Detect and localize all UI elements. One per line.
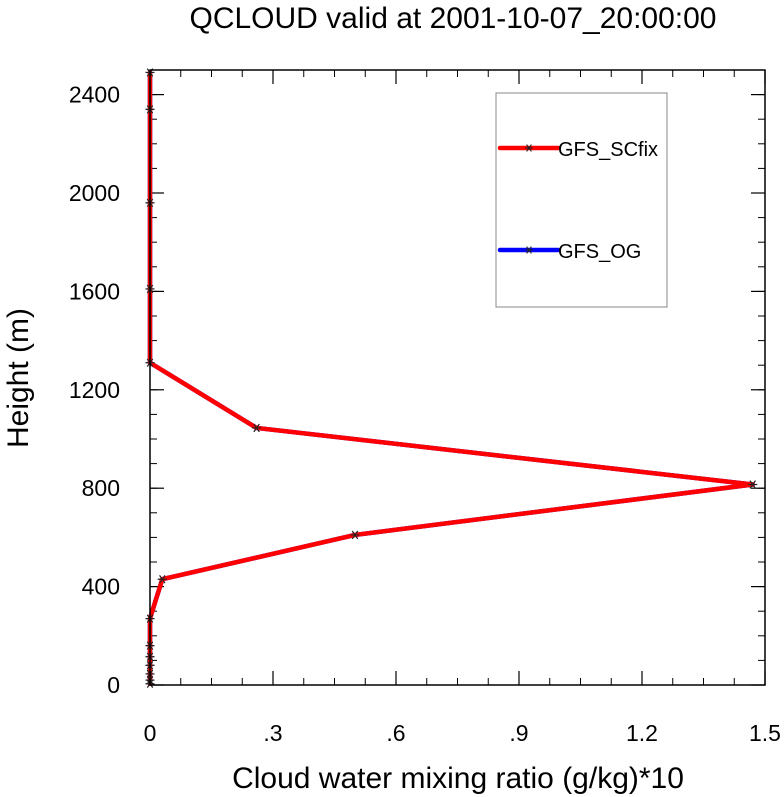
data-point bbox=[748, 480, 758, 489]
legend-label: GFS_OG bbox=[558, 241, 641, 263]
x-tick-labels: 0 .3 .6 .9 1.2 1.5 bbox=[144, 720, 781, 746]
data-point bbox=[252, 423, 262, 433]
marker-stroke bbox=[253, 423, 260, 433]
x-tick-label: 1.5 bbox=[749, 720, 781, 746]
marker-stroke bbox=[159, 575, 166, 584]
data-point bbox=[350, 530, 360, 540]
legend-label: GFS_SCfix bbox=[558, 139, 658, 161]
chart-title: QCLOUD valid at 2001-10-07_20:00:00 bbox=[190, 2, 717, 35]
data-point bbox=[157, 575, 167, 584]
marker-stroke bbox=[749, 480, 756, 489]
plot-frame bbox=[149, 69, 766, 686]
x-tick-label: .9 bbox=[509, 720, 528, 746]
marker-stroke bbox=[351, 530, 359, 540]
x-tick-label: 1.2 bbox=[626, 720, 658, 746]
y-tick-label: 400 bbox=[82, 574, 120, 600]
legend-box bbox=[495, 92, 668, 308]
y-tick-label: 1600 bbox=[69, 278, 120, 304]
y-tick-labels: 0 400 800 1200 1600 2000 2400 bbox=[69, 82, 120, 698]
marker-stroke bbox=[526, 246, 532, 254]
legend-item-gfs-scfix: GFS_SCfix bbox=[497, 139, 658, 161]
y-tick-label: 1200 bbox=[69, 377, 120, 403]
y-tick-label: 0 bbox=[107, 672, 120, 698]
x-tick-label: 0 bbox=[144, 720, 157, 746]
y-tick-label: 2400 bbox=[69, 82, 120, 108]
marker-stroke bbox=[526, 144, 532, 152]
y-tick-label: 2000 bbox=[69, 180, 120, 206]
y-axis-label: Height (m) bbox=[2, 308, 35, 448]
y-tick-label: 800 bbox=[82, 475, 120, 501]
x-tick-label: .6 bbox=[386, 720, 405, 746]
legend: GFS_SCfix GFS_OG bbox=[495, 92, 668, 308]
x-axis-label: Cloud water mixing ratio (g/kg)*10 bbox=[232, 762, 684, 795]
x-tick-label: .3 bbox=[263, 720, 282, 746]
legend-item-gfs-og: GFS_OG bbox=[497, 241, 641, 263]
legend-entries: GFS_SCfix GFS_OG bbox=[497, 139, 658, 263]
